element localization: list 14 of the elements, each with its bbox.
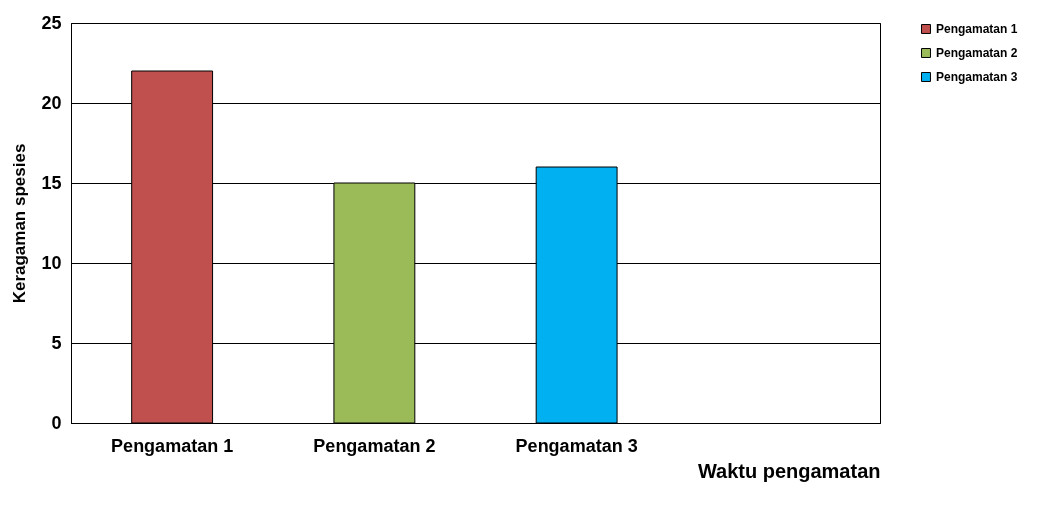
x-tick-label: Pengamatan 3 [515, 435, 638, 456]
y-tick-label: 15 [41, 172, 62, 193]
legend-label: Pengamatan 3 [936, 70, 1018, 84]
x-tick-label: Pengamatan 2 [313, 435, 436, 456]
y-tick-label: 0 [51, 412, 62, 433]
y-tick-label: 20 [41, 92, 62, 113]
legend-label: Pengamatan 1 [936, 22, 1018, 36]
y-tick-label: 10 [41, 252, 62, 273]
y-tick-label: 25 [41, 12, 62, 33]
y-axis-title: Keragaman spesies [10, 143, 30, 304]
x-tick-label: Pengamatan 1 [111, 435, 234, 456]
y-tick-label: 5 [51, 332, 62, 353]
x-axis-title: Waktu pengamatan [697, 459, 881, 482]
legend-label: Pengamatan 2 [936, 46, 1018, 60]
